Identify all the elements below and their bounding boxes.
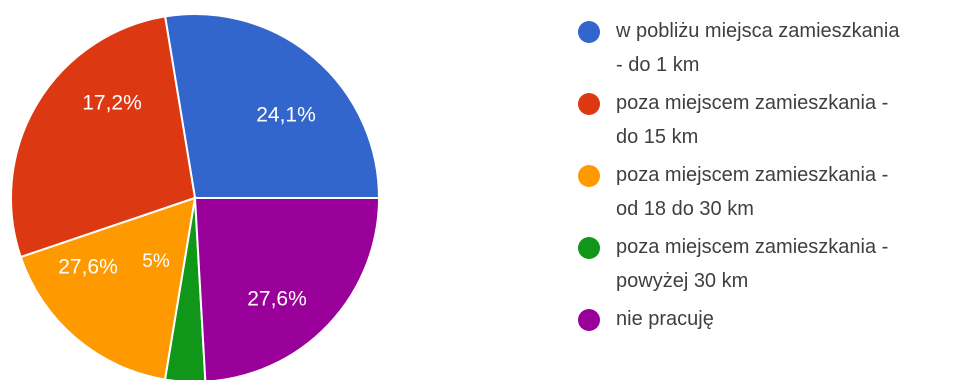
slice-label-3: 17,2%	[82, 92, 142, 115]
legend-item-4: poza miejscem zamieszkania - powyżej 30 …	[578, 230, 958, 298]
legend-label-2: poza miejscem zamieszkania - do 15 km	[616, 92, 889, 148]
slice-label-4: 5%	[142, 251, 170, 272]
pie-slice-5	[193, 197, 381, 380]
legend-dot-1	[578, 21, 600, 43]
legend-dot-4	[578, 237, 600, 259]
legend-label-5: nie pracuję	[616, 308, 714, 330]
legend-label-4: poza miejscem zamieszkania - powyżej 30 …	[616, 236, 889, 292]
pie-slice-1	[163, 13, 381, 199]
pie-chart: 27,6% 27,6% 17,2% 5% 24,1%	[10, 13, 381, 380]
slice-label-5: 24,1%	[256, 104, 316, 127]
legend-label-1: w pobliżu miejsca zamieszkania - do 1 km	[616, 20, 900, 76]
slice-label-1: 27,6%	[247, 288, 307, 311]
legend: w pobliżu miejsca zamieszkania - do 1 km…	[578, 14, 958, 340]
pie-slice-2	[10, 15, 197, 259]
legend-item-2: poza miejscem zamieszkania - do 15 km	[578, 86, 958, 154]
legend-dot-3	[578, 165, 600, 187]
slice-label-2: 27,6%	[58, 256, 118, 279]
legend-item-5: nie pracuję	[578, 302, 958, 336]
legend-item-3: poza miejscem zamieszkania - od 18 do 30…	[578, 158, 958, 226]
legend-item-1: w pobliżu miejsca zamieszkania - do 1 km	[578, 14, 958, 82]
legend-label-3: poza miejscem zamieszkania - od 18 do 30…	[616, 164, 889, 220]
legend-dot-5	[578, 309, 600, 331]
pie-slice-3	[19, 196, 197, 380]
legend-dot-2	[578, 93, 600, 115]
